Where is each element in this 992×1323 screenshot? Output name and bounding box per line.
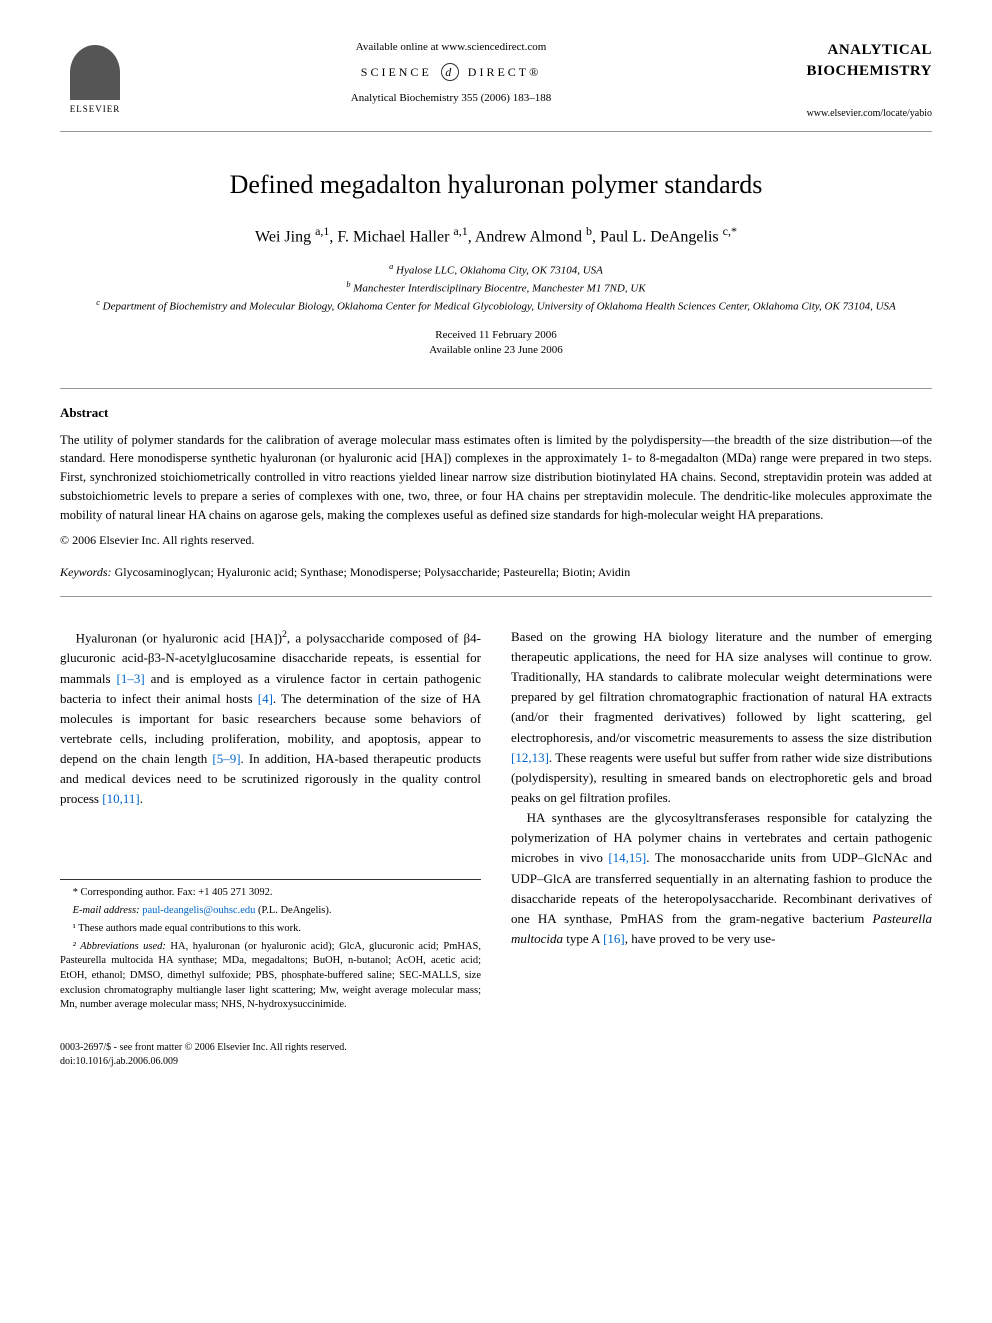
elsevier-logo: ELSEVIER (60, 40, 130, 120)
ref-link[interactable]: [16] (603, 931, 625, 946)
body-para-3: HA synthases are the glycosyltransferase… (511, 808, 932, 949)
affiliation-b: b Manchester Interdisciplinary Biocentre… (60, 279, 932, 297)
abstract-text: The utility of polymer standards for the… (60, 431, 932, 525)
sd-right: DIRECT® (468, 65, 541, 79)
page-footer: 0003-2697/$ - see front matter © 2006 El… (60, 1041, 932, 1069)
ref-link[interactable]: [10,11] (102, 791, 139, 806)
authors-line: Wei Jing a,1, F. Michael Haller a,1, And… (60, 223, 932, 249)
sd-d-icon: d (441, 63, 459, 81)
affiliation-c: c Department of Biochemistry and Molecul… (60, 297, 932, 315)
journal-name-1: ANALYTICAL (772, 40, 932, 61)
footnote-1: ¹ These authors made equal contributions… (60, 922, 481, 937)
journal-name-2: BIOCHEMISTRY (772, 61, 932, 82)
affiliation-a: a Hyalose LLC, Oklahoma City, OK 73104, … (60, 261, 932, 279)
article-title: Defined megadalton hyaluronan polymer st… (60, 167, 932, 203)
abstract-heading: Abstract (60, 404, 932, 422)
citation-line: Analytical Biochemistry 355 (2006) 183–1… (130, 91, 772, 106)
ref-link[interactable]: [14,15] (608, 850, 646, 865)
footnote-2: ² Abbreviations used: HA, hyaluronan (or… (60, 940, 481, 1013)
column-left: Hyaluronan (or hyaluronic acid [HA])2, a… (60, 627, 481, 1016)
elsevier-label: ELSEVIER (70, 103, 121, 116)
body-columns: Hyaluronan (or hyaluronic acid [HA])2, a… (60, 627, 932, 1016)
keywords: Keywords: Glycosaminoglycan; Hyaluronic … (60, 564, 932, 581)
header-center: Available online at www.sciencedirect.co… (130, 40, 772, 107)
keywords-list: Glycosaminoglycan; Hyaluronic acid; Synt… (115, 565, 631, 579)
ref-link[interactable]: [5–9] (212, 751, 240, 766)
ref-link[interactable]: [4] (258, 691, 273, 706)
available-online-text: Available online at www.sciencedirect.co… (130, 40, 772, 55)
received-date: Received 11 February 2006 (60, 328, 932, 343)
article-dates: Received 11 February 2006 Available onli… (60, 328, 932, 359)
online-date: Available online 23 June 2006 (60, 343, 932, 358)
column-right: Based on the growing HA biology literatu… (511, 627, 932, 1016)
divider-top (60, 388, 932, 389)
ref-link[interactable]: [1–3] (117, 671, 145, 686)
affiliations: a Hyalose LLC, Oklahoma City, OK 73104, … (60, 261, 932, 315)
body-para-2: Based on the growing HA biology literatu… (511, 627, 932, 808)
email-link[interactable]: paul-deangelis@ouhsc.edu (142, 905, 255, 916)
page-header: ELSEVIER Available online at www.science… (60, 40, 932, 132)
sd-left: SCIENCE (361, 65, 432, 79)
corresponding-author: * Corresponding author. Fax: +1 405 271 … (60, 886, 481, 901)
sciencedirect-logo: SCIENCE d DIRECT® (130, 63, 772, 81)
abstract-copyright: © 2006 Elsevier Inc. All rights reserved… (60, 532, 932, 549)
elsevier-tree-icon (70, 45, 120, 100)
email-line: E-mail address: paul-deangelis@ouhsc.edu… (60, 904, 481, 919)
journal-url: www.elsevier.com/locate/yabio (772, 107, 932, 121)
footer-left: 0003-2697/$ - see front matter © 2006 El… (60, 1041, 347, 1069)
ref-link[interactable]: [12,13] (511, 750, 549, 765)
keywords-label: Keywords: (60, 565, 112, 579)
footnotes: * Corresponding author. Fax: +1 405 271 … (60, 879, 481, 1013)
doi: doi:10.1016/j.ab.2006.06.009 (60, 1055, 347, 1069)
divider-bottom (60, 596, 932, 597)
journal-brand: ANALYTICAL BIOCHEMISTRY www.elsevier.com… (772, 40, 932, 121)
body-para-1: Hyaluronan (or hyaluronic acid [HA])2, a… (60, 627, 481, 810)
